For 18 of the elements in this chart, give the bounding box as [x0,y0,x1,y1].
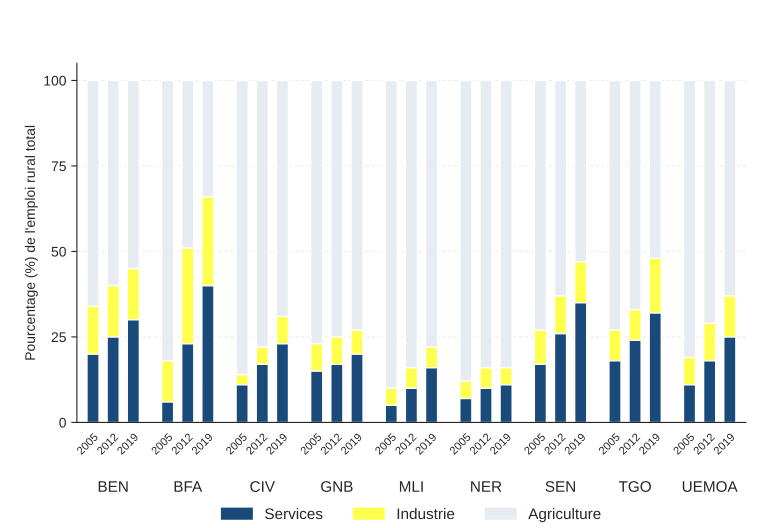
y-tick-label: 100 [44,76,66,86]
text: SEN [546,481,575,492]
y-tick-label: 0 [59,418,66,428]
text: GNB [321,481,353,492]
text: UEMOA [682,481,738,492]
text: CIV [250,481,275,492]
text: TGO [618,481,651,492]
legend-label: Services [265,508,322,520]
text: BFA [174,481,202,492]
text: BEN [98,481,128,492]
y-tick-label: 75 [52,161,66,172]
y-axis-title: Pourcentage (%) de l'emploi rural total [24,126,38,360]
y-tick-label: 50 [52,246,66,257]
legend-label: Industrie [398,508,454,520]
y-tick-label: 25 [52,332,66,342]
legend-label: Agriculture [528,508,601,522]
text: MLI [400,481,423,492]
text: NER [471,481,502,492]
